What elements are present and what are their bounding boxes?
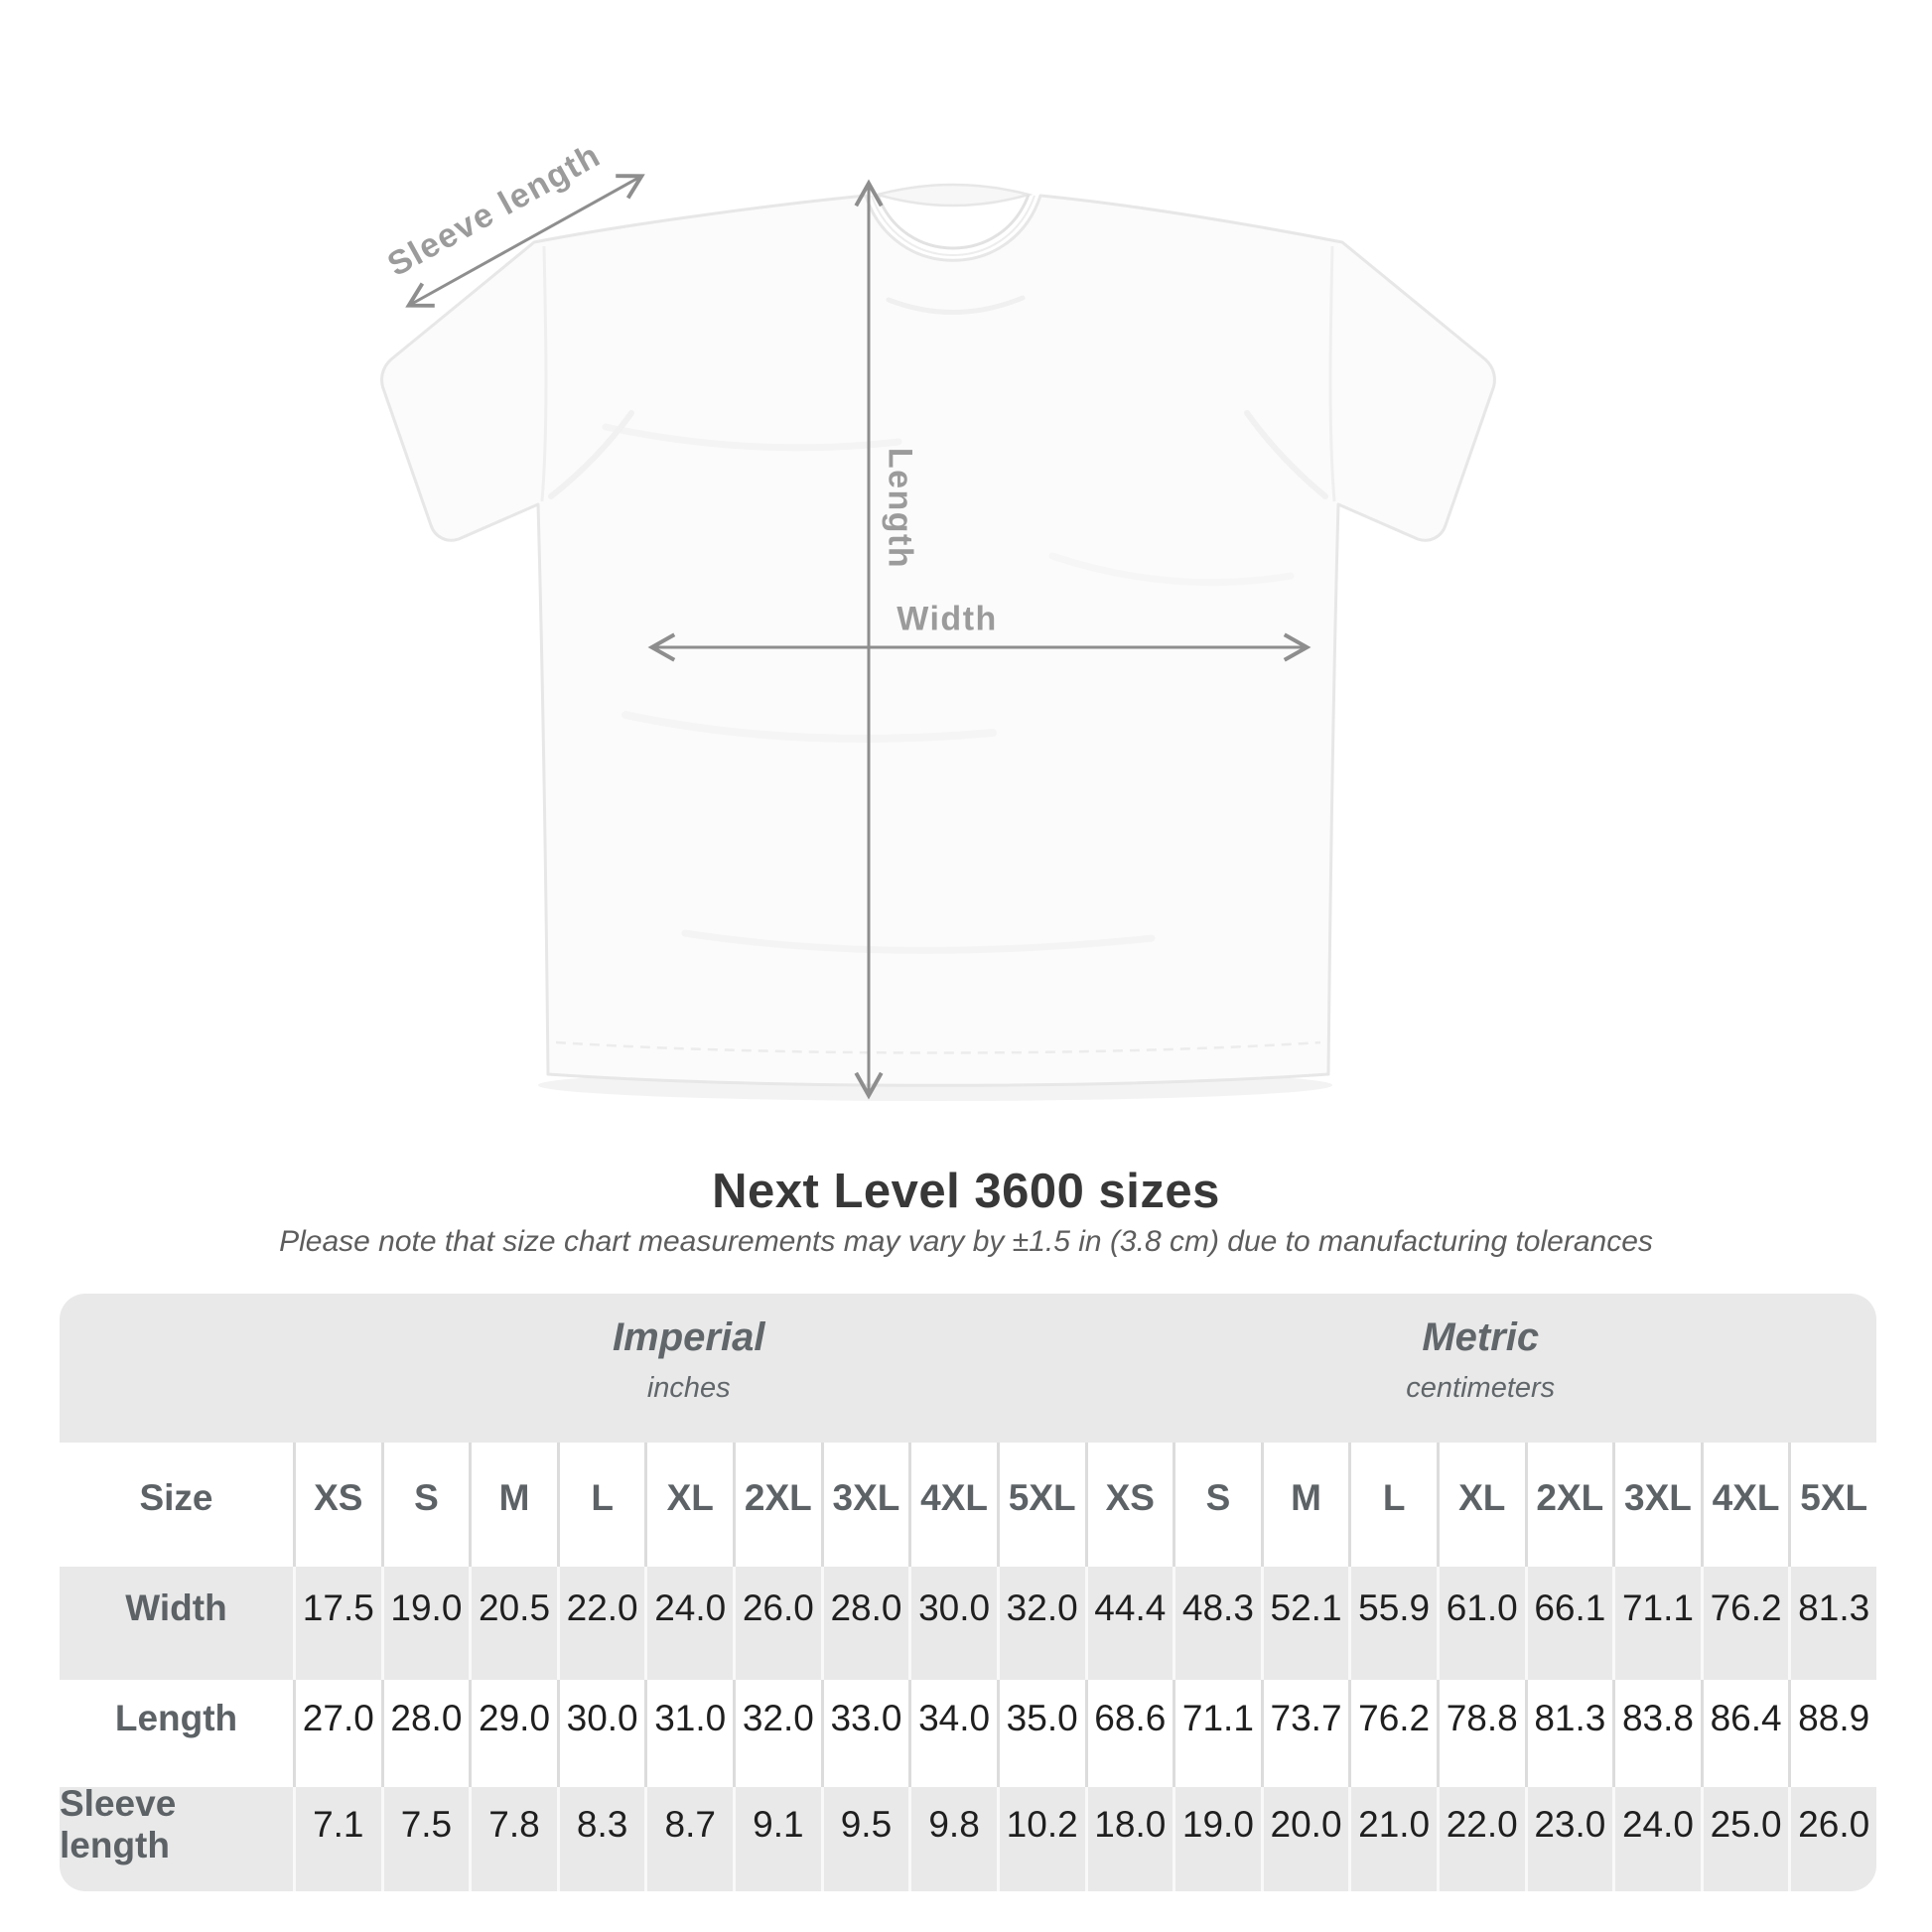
width-metric-m: 52.1 — [1260, 1567, 1349, 1680]
length-metric-5xl: 88.9 — [1788, 1680, 1876, 1787]
tolerance-note: Please note that size chart measurements… — [279, 1225, 1653, 1258]
sleeve-imperial-m: 7.8 — [469, 1787, 557, 1891]
width-imperial-2xl: 26.0 — [733, 1567, 821, 1680]
unit-group-unit: inches — [646, 1372, 731, 1404]
sleeve-metric-m: 20.0 — [1260, 1787, 1349, 1891]
size-row-header: Size — [60, 1443, 293, 1567]
sleeve-imperial-l: 8.3 — [556, 1787, 645, 1891]
row-label-sleeve-length: Sleeve length — [60, 1782, 177, 1865]
length-metric-m: 73.7 — [1260, 1680, 1349, 1787]
sleeve-metric-xl: 22.0 — [1436, 1787, 1525, 1891]
col-header-metric-xl: XL — [1436, 1443, 1525, 1567]
width-metric-5xl: 81.3 — [1788, 1567, 1876, 1680]
row-label-length: Length — [60, 1680, 293, 1787]
col-header-metric-xs: XS — [1084, 1443, 1173, 1567]
sleeve-metric-s: 19.0 — [1173, 1787, 1261, 1891]
width-label: Width — [897, 600, 998, 638]
right-sleeve-seam — [1328, 245, 1336, 502]
sleeve-length-arrow — [405, 174, 645, 308]
sleeve-imperial-s: 7.5 — [380, 1787, 470, 1891]
length-imperial-5xl: 35.0 — [996, 1680, 1085, 1787]
col-header-imperial-xl: XL — [644, 1443, 734, 1567]
col-header-imperial-3xl: 3XL — [820, 1443, 909, 1567]
row-label-width: Width — [125, 1587, 227, 1628]
col-header-imperial-m: M — [469, 1443, 557, 1567]
length-imperial-l: 30.0 — [556, 1680, 645, 1787]
sleeve-metric-l: 21.0 — [1348, 1787, 1437, 1891]
col-header-metric-2xl: 2XL — [1524, 1443, 1613, 1567]
length-metric-s: 71.1 — [1173, 1680, 1261, 1787]
unit-group-imperial: Imperial inches — [293, 1294, 1085, 1443]
col-header-metric-5xl: 5XL — [1788, 1443, 1876, 1567]
col-header-metric-4xl: 4XL — [1700, 1443, 1789, 1567]
col-header-metric-3xl: 3XL — [1612, 1443, 1701, 1567]
width-imperial-3xl: 28.0 — [820, 1567, 909, 1680]
col-header-imperial-4xl: 4XL — [908, 1443, 997, 1567]
length-metric-4xl: 86.4 — [1700, 1680, 1789, 1787]
unit-group-unit: centimeters — [1406, 1372, 1556, 1404]
sleeve-imperial-4xl: 9.8 — [908, 1787, 997, 1891]
length-imperial-2xl: 32.0 — [733, 1680, 821, 1787]
collar-back — [873, 183, 1034, 207]
length-imperial-4xl: 34.0 — [908, 1680, 997, 1787]
width-metric-xl: 61.0 — [1436, 1567, 1525, 1680]
unit-group-name: Imperial — [613, 1315, 765, 1359]
width-imperial-xl: 24.0 — [644, 1567, 733, 1680]
width-imperial-l: 22.0 — [556, 1567, 645, 1680]
length-imperial-xl: 31.0 — [644, 1680, 734, 1787]
width-metric-4xl: 76.2 — [1700, 1567, 1789, 1680]
collar-band-inner — [876, 194, 1031, 250]
collar-band-mid — [871, 195, 1035, 256]
sleeve-imperial-3xl: 9.5 — [820, 1787, 909, 1891]
sleeve-imperial-2xl: 9.1 — [733, 1787, 821, 1891]
measurement-arrows — [405, 174, 1311, 1100]
length-metric-3xl: 83.8 — [1612, 1680, 1701, 1787]
width-metric-l: 55.9 — [1348, 1567, 1437, 1680]
width-metric-s: 48.3 — [1173, 1567, 1261, 1680]
table-corner-spacer — [60, 1294, 293, 1443]
width-metric-xs: 44.4 — [1084, 1567, 1173, 1680]
size-chart-table: Imperial inches Metric centimeters Size … — [60, 1294, 1876, 1891]
col-header-imperial-5xl: 5XL — [996, 1443, 1085, 1567]
width-metric-3xl: 71.1 — [1612, 1567, 1701, 1680]
length-label: Length — [881, 447, 919, 570]
sleeve-metric-4xl: 25.0 — [1700, 1787, 1789, 1891]
page-title: Next Level 3600 sizes — [712, 1165, 1220, 1218]
sleeve-imperial-xl: 8.7 — [644, 1787, 733, 1891]
length-metric-xl: 78.8 — [1436, 1680, 1525, 1787]
col-header-metric-s: S — [1173, 1443, 1261, 1567]
sleeve-metric-xs: 18.0 — [1084, 1787, 1173, 1891]
length-imperial-s: 28.0 — [380, 1680, 470, 1787]
sleeve-metric-3xl: 24.0 — [1612, 1787, 1701, 1891]
length-imperial-xs: 27.0 — [293, 1680, 381, 1787]
length-imperial-3xl: 33.0 — [820, 1680, 909, 1787]
width-imperial-s: 19.0 — [380, 1567, 470, 1680]
tshirt-illustration — [380, 174, 1496, 1101]
col-header-imperial-s: S — [380, 1443, 470, 1567]
length-metric-xs: 68.6 — [1084, 1680, 1173, 1787]
length-metric-l: 76.2 — [1348, 1680, 1437, 1787]
hem-stitch — [555, 1040, 1321, 1054]
col-header-imperial-l: L — [556, 1443, 645, 1567]
col-header-metric-m: M — [1260, 1443, 1349, 1567]
col-header-imperial-2xl: 2XL — [733, 1443, 821, 1567]
length-metric-2xl: 81.3 — [1524, 1680, 1613, 1787]
width-imperial-4xl: 30.0 — [908, 1567, 997, 1680]
sleeve-metric-5xl: 26.0 — [1788, 1787, 1876, 1891]
col-header-imperial-xs: XS — [293, 1443, 381, 1567]
width-imperial-m: 20.5 — [469, 1567, 557, 1680]
col-header-metric-l: L — [1348, 1443, 1437, 1567]
unit-group-metric: Metric centimeters — [1085, 1294, 1877, 1443]
sleeve-metric-2xl: 23.0 — [1524, 1787, 1613, 1891]
width-metric-2xl: 66.1 — [1524, 1567, 1613, 1680]
fabric-wrinkles — [548, 295, 1328, 954]
unit-group-name: Metric — [1422, 1315, 1540, 1359]
width-imperial-5xl: 32.0 — [996, 1567, 1085, 1680]
width-imperial-xs: 17.5 — [293, 1567, 381, 1680]
sleeve-imperial-5xl: 10.2 — [996, 1787, 1085, 1891]
length-imperial-m: 29.0 — [469, 1680, 557, 1787]
sleeve-imperial-xs: 7.1 — [293, 1787, 381, 1891]
